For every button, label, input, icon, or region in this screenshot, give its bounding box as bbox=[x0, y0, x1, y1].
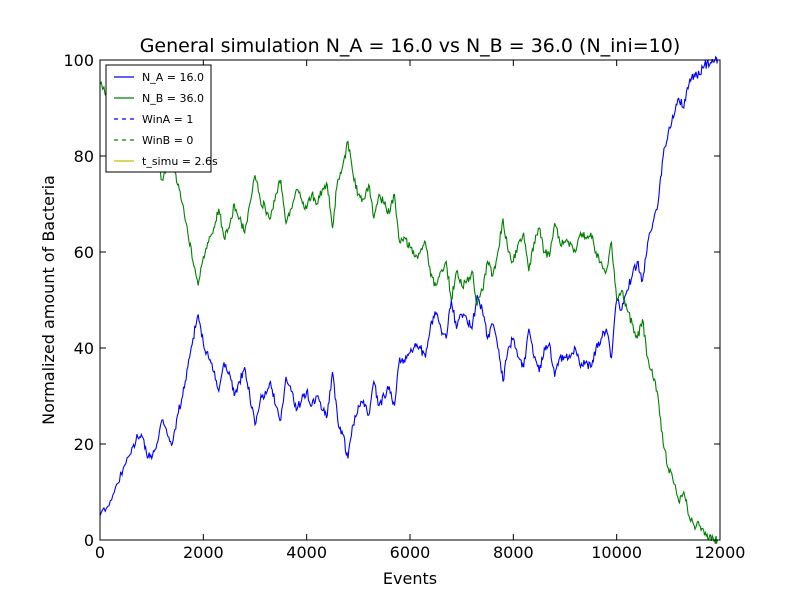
y-tick-label: 80 bbox=[74, 147, 94, 166]
y-tick-label: 100 bbox=[63, 51, 94, 70]
x-tick-label: 4000 bbox=[286, 543, 327, 562]
y-tick-label: 20 bbox=[74, 435, 94, 454]
y-axis-label: Normalized amount of Bacteria bbox=[39, 175, 58, 425]
x-tick-label: 0 bbox=[95, 543, 105, 562]
y-tick-label: 40 bbox=[74, 339, 94, 358]
x-tick-label: 10000 bbox=[591, 543, 642, 562]
x-tick-label: 12000 bbox=[695, 543, 746, 562]
legend-label: WinA = 1 bbox=[142, 113, 193, 126]
y-tick-label: 60 bbox=[74, 243, 94, 262]
x-axis-label: Events bbox=[383, 569, 437, 588]
legend-label: t_simu = 2.6s bbox=[142, 155, 218, 168]
legend: N_A = 16.0 N_B = 36.0 WinA = 1 WinB = 0 t_si… bbox=[105, 64, 218, 173]
legend-label: N_B = 36.0 bbox=[142, 92, 204, 105]
legend-label: N_A = 16.0 bbox=[142, 71, 204, 84]
series-line-na bbox=[99, 55, 718, 517]
y-tick-label: 0 bbox=[84, 531, 94, 550]
legend-label: WinB = 0 bbox=[142, 134, 193, 147]
x-tick-label: 8000 bbox=[493, 543, 534, 562]
chart-title: General simulation N_A = 16.0 vs N_B = 3… bbox=[140, 35, 681, 57]
x-tick-label: 2000 bbox=[183, 543, 224, 562]
ticks-layer: 0 2000 4000 6000 8000 10000 12000 0 20 40 60 80 100 bbox=[63, 51, 745, 562]
series-line-nb bbox=[99, 80, 718, 544]
x-tick-label: 6000 bbox=[390, 543, 431, 562]
series-layer bbox=[99, 55, 718, 544]
